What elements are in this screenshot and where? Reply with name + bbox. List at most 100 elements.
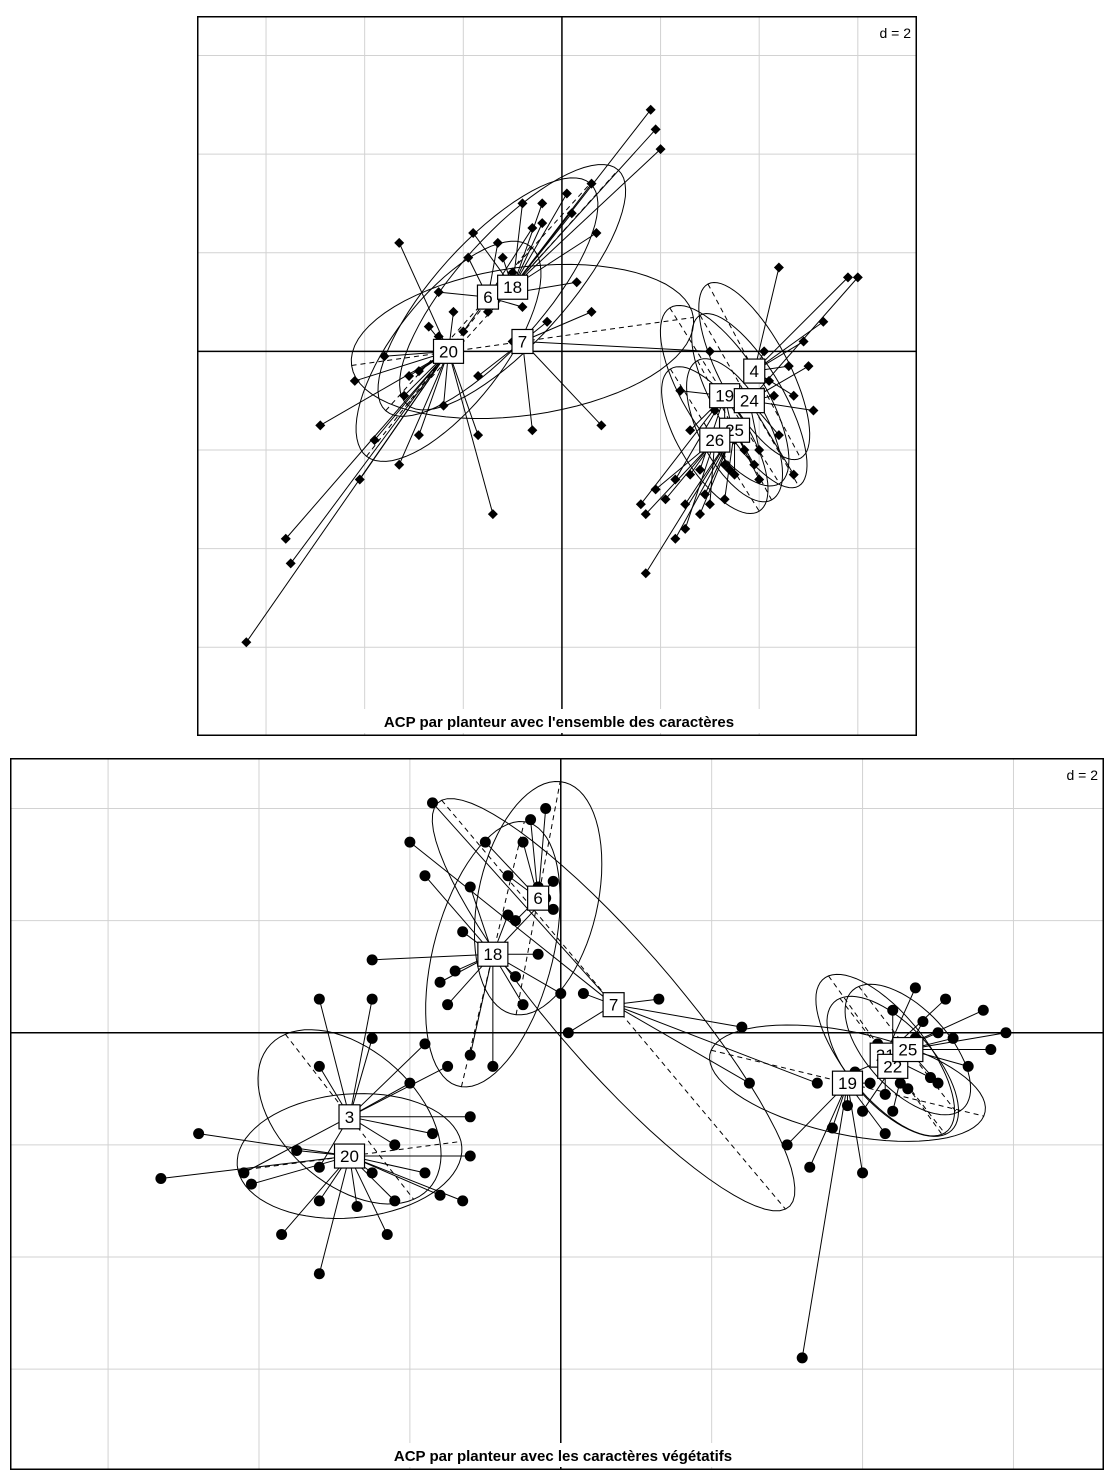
data-point bbox=[932, 1027, 944, 1039]
ellipse-group-21 bbox=[815, 973, 956, 1137]
data-point bbox=[562, 1027, 574, 1039]
data-point bbox=[457, 926, 469, 938]
star-segment bbox=[318, 1155, 351, 1274]
group-20 bbox=[155, 1093, 476, 1280]
data-point bbox=[680, 523, 691, 534]
data-point bbox=[704, 499, 715, 510]
data-point bbox=[464, 1049, 476, 1061]
data-point bbox=[366, 1032, 378, 1044]
centroid-label-18: 18 bbox=[497, 274, 529, 300]
ellipse-axis-group-21 bbox=[828, 975, 943, 1135]
data-point bbox=[285, 558, 296, 569]
data-point bbox=[537, 218, 548, 229]
data-point bbox=[1000, 1027, 1012, 1039]
data-point bbox=[349, 375, 360, 386]
centroid-label-6: 6 bbox=[476, 284, 500, 310]
star-segment bbox=[645, 429, 735, 574]
data-point bbox=[811, 1077, 823, 1089]
star-segment bbox=[349, 1065, 448, 1118]
data-point bbox=[419, 1167, 431, 1179]
data-point bbox=[354, 474, 365, 485]
data-point bbox=[492, 237, 503, 248]
centroid-label-3: 3 bbox=[338, 1104, 361, 1130]
data-point bbox=[457, 1195, 469, 1207]
data-point bbox=[685, 425, 696, 436]
data-point bbox=[404, 836, 416, 848]
data-point bbox=[532, 948, 544, 960]
centroid-label-box bbox=[831, 1070, 864, 1096]
data-point bbox=[542, 316, 553, 327]
data-point bbox=[427, 797, 439, 809]
data-point bbox=[389, 1195, 401, 1207]
data-point bbox=[764, 375, 775, 386]
centroid-label-box bbox=[497, 274, 529, 300]
data-point bbox=[366, 993, 378, 1005]
ellipse-axis-group-4 bbox=[707, 283, 802, 459]
ellipse-axis-group-3 bbox=[284, 1033, 415, 1200]
centroid-label-text: 24 bbox=[740, 392, 759, 411]
star-segment bbox=[359, 351, 449, 480]
data-point bbox=[773, 430, 784, 441]
data-point bbox=[804, 1161, 816, 1173]
star-segment bbox=[521, 341, 533, 431]
data-point bbox=[719, 494, 730, 505]
star-segment bbox=[801, 1083, 848, 1358]
title-background bbox=[314, 709, 804, 733]
data-point bbox=[487, 509, 498, 520]
data-point bbox=[404, 1077, 416, 1089]
centroid-label-box bbox=[527, 885, 550, 911]
data-point bbox=[680, 499, 691, 510]
star-segment bbox=[349, 1155, 388, 1235]
data-point bbox=[394, 237, 405, 248]
data-point bbox=[818, 316, 829, 327]
star-segment bbox=[372, 953, 493, 961]
data-point bbox=[650, 484, 661, 495]
centroid-label-text: 6 bbox=[483, 288, 492, 307]
data-point bbox=[635, 499, 646, 510]
star-segment bbox=[160, 1155, 350, 1179]
centroid-label-19: 19 bbox=[831, 1070, 864, 1096]
data-point bbox=[413, 430, 424, 441]
data-point bbox=[803, 361, 814, 372]
star-segment bbox=[398, 351, 449, 465]
centroid-label-text: 20 bbox=[340, 1147, 359, 1166]
data-point bbox=[650, 124, 661, 135]
data-point bbox=[313, 1268, 325, 1280]
groups-layer bbox=[155, 780, 1012, 1364]
data-point bbox=[977, 1004, 989, 1016]
data-point bbox=[379, 351, 390, 362]
data-point bbox=[932, 1077, 944, 1089]
centroid-label-text: 26 bbox=[705, 431, 724, 450]
title-background bbox=[328, 1443, 798, 1467]
centroid-label-text: 6 bbox=[533, 889, 542, 908]
data-point bbox=[842, 272, 853, 283]
data-point bbox=[313, 993, 325, 1005]
star-segment bbox=[522, 340, 710, 352]
data-point bbox=[640, 568, 651, 579]
ellipse-axis-group-6 bbox=[385, 183, 591, 412]
star-segment bbox=[349, 998, 373, 1117]
centroid-label-box bbox=[733, 388, 765, 414]
star-segment bbox=[198, 1133, 350, 1157]
data-point bbox=[894, 1077, 906, 1089]
data-point bbox=[852, 272, 863, 283]
star-segment bbox=[424, 875, 494, 955]
data-point bbox=[788, 390, 799, 401]
data-point bbox=[645, 104, 656, 115]
ellipse-group-26 bbox=[661, 366, 769, 515]
chart-title: ACP par planteur avec les caractères vég… bbox=[394, 1448, 732, 1465]
star-segment bbox=[409, 841, 614, 1006]
data-point bbox=[517, 836, 529, 848]
group-7 bbox=[350, 263, 715, 436]
centroid-label-7: 7 bbox=[602, 992, 625, 1018]
data-point bbox=[596, 420, 607, 431]
data-point bbox=[675, 385, 686, 396]
data-point bbox=[510, 971, 522, 983]
data-point bbox=[749, 459, 760, 470]
star-segment bbox=[512, 129, 657, 288]
data-point bbox=[394, 459, 405, 470]
data-point bbox=[313, 1060, 325, 1072]
star-segment bbox=[349, 1038, 373, 1117]
star-segment bbox=[613, 1004, 750, 1084]
centroid-label-box bbox=[511, 328, 534, 355]
